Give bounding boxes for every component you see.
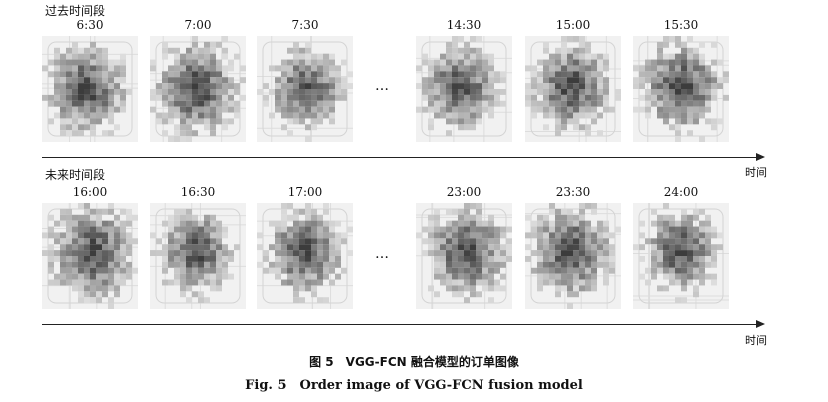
time-axis-label: 时间: [745, 166, 767, 179]
future-time-5: 23:30: [555, 185, 591, 199]
order-heatmap-image: [525, 36, 621, 142]
future-time-4: 23:00: [446, 185, 482, 199]
order-heatmap-image: [633, 203, 729, 309]
time-axis-label: 时间: [745, 334, 767, 347]
order-heatmap-image: [42, 203, 138, 309]
past-time-1: 6:30: [76, 18, 104, 32]
past-time-2: 7:00: [184, 18, 212, 32]
figure-caption-chinese: 图 5 VGG-FCN 融合模型的订单图像: [309, 355, 519, 369]
order-heatmap-image: [525, 203, 621, 309]
future-time-1: 16:00: [72, 185, 108, 199]
ellipsis: …: [375, 246, 390, 262]
order-heatmap-image: [416, 203, 512, 309]
past-time-5: 15:00: [555, 18, 591, 32]
time-axis-past: [42, 157, 758, 158]
future-time-6: 24:00: [663, 185, 699, 199]
past-time-6: 15:30: [663, 18, 699, 32]
past-time-3: 7:30: [291, 18, 319, 32]
future-period-label: 未来时间段: [45, 168, 106, 182]
order-heatmap-image: [633, 36, 729, 142]
time-axis-arrowhead: [756, 153, 765, 161]
ellipsis: …: [375, 78, 390, 94]
time-axis-arrowhead: [756, 320, 765, 328]
past-period-label: 过去时间段: [45, 4, 106, 18]
figure-caption-english: Fig. 5 Order image of VGG-FCN fusion mod…: [245, 378, 583, 393]
future-time-2: 16:30: [180, 185, 216, 199]
order-heatmap-image: [257, 203, 353, 309]
past-time-4: 14:30: [446, 18, 482, 32]
order-heatmap-image: [150, 36, 246, 142]
order-heatmap-image: [416, 36, 512, 142]
order-heatmap-image: [42, 36, 138, 142]
time-axis-future: [42, 324, 758, 325]
order-heatmap-image: [257, 36, 353, 142]
future-time-3: 17:00: [287, 185, 323, 199]
order-heatmap-image: [150, 203, 246, 309]
